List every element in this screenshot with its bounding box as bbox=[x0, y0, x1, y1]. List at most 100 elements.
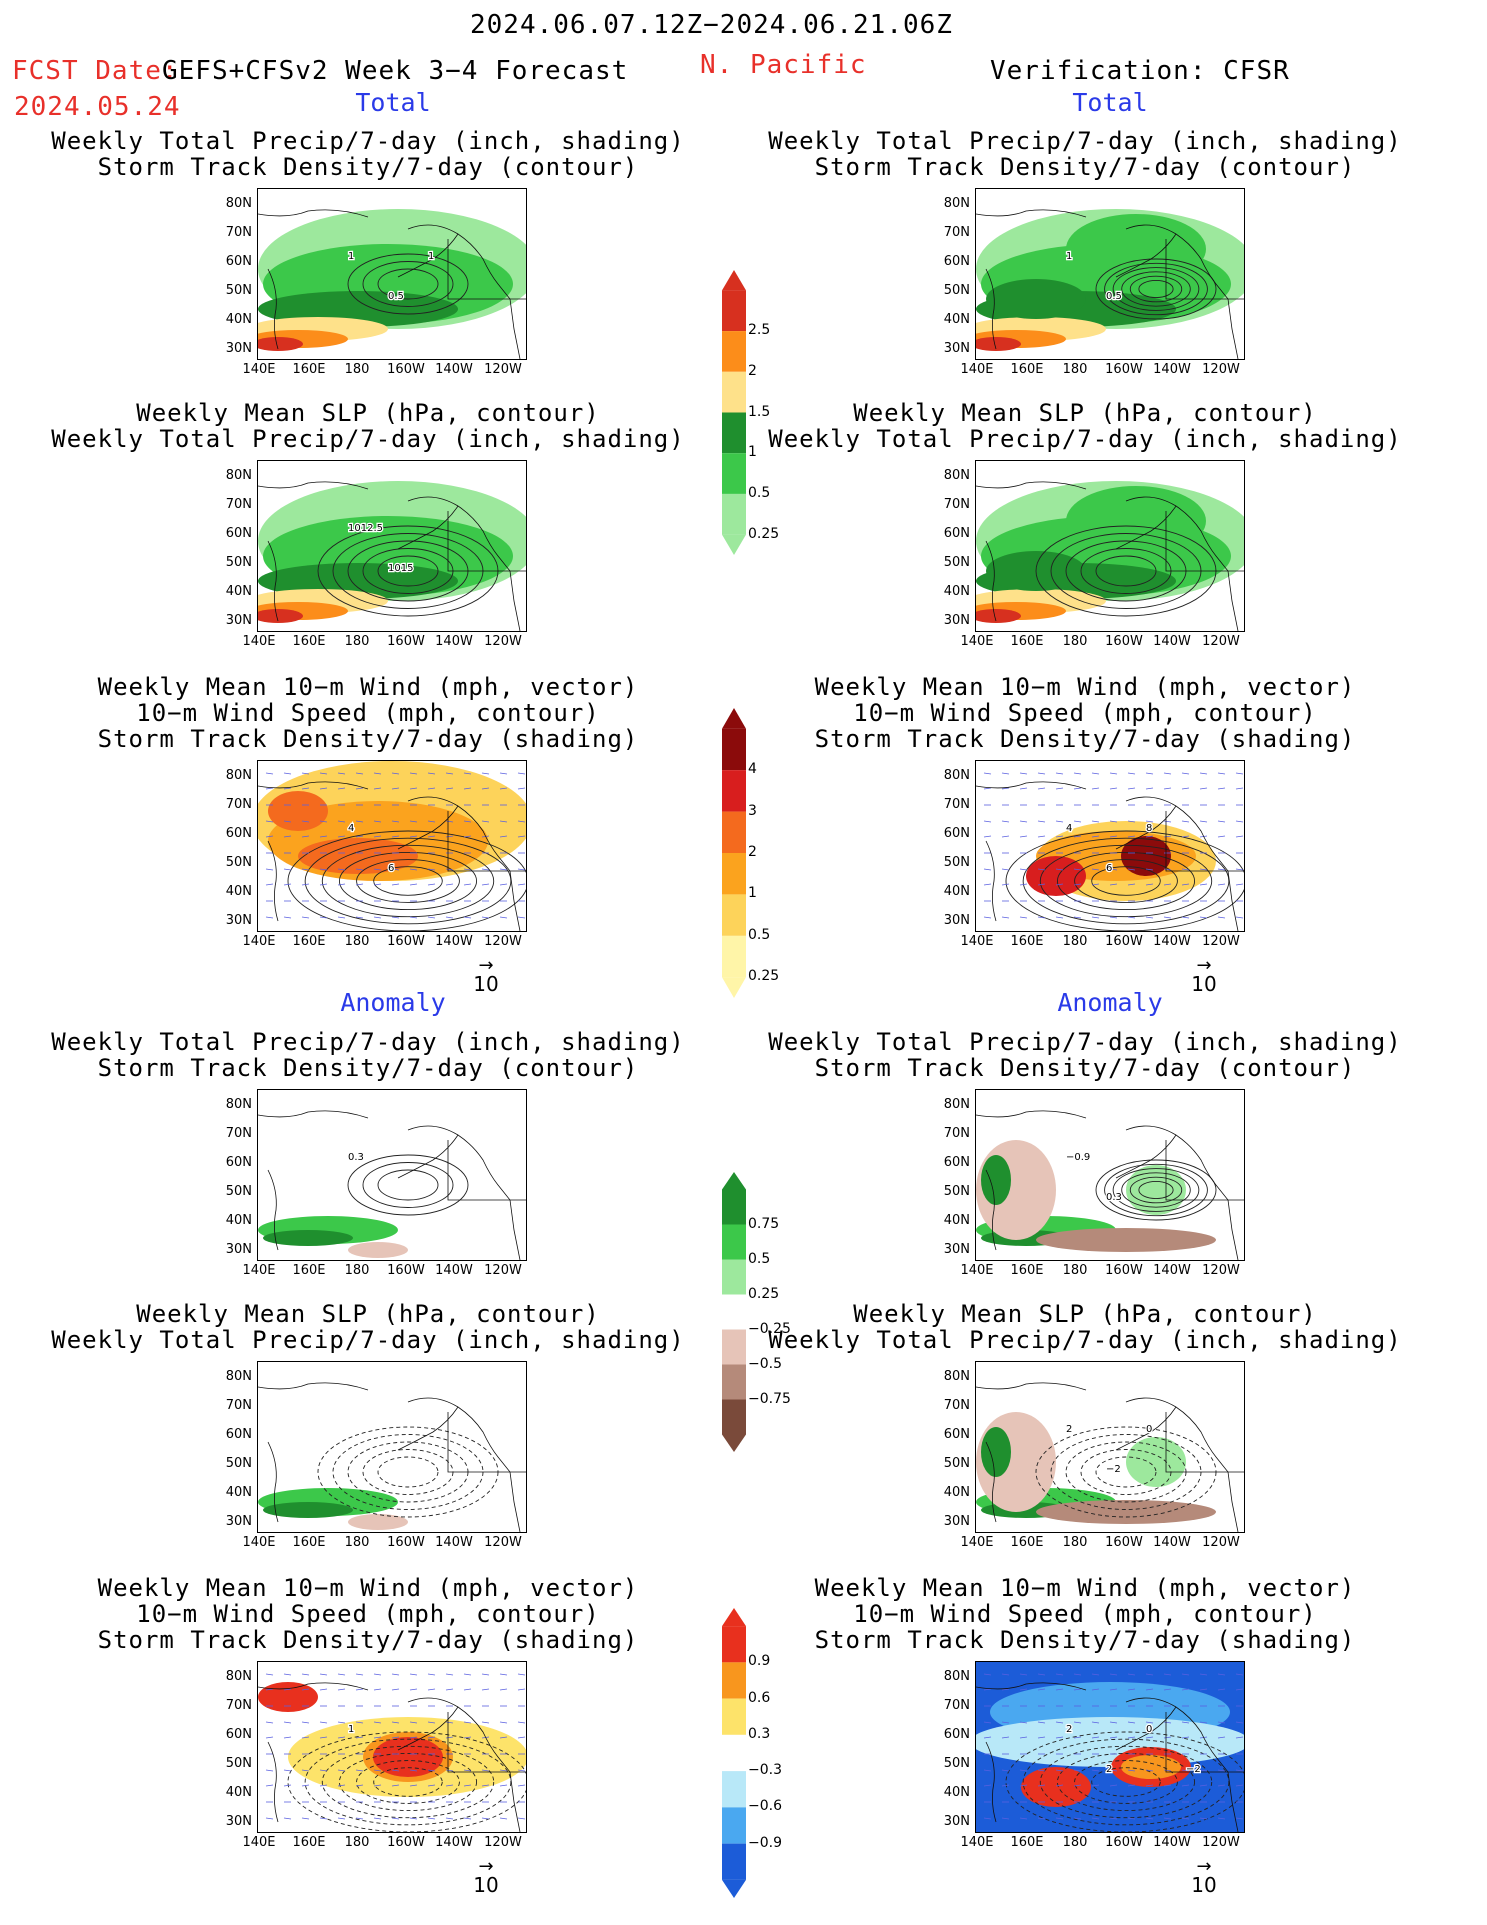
panel-title-line: Storm Track Density/7-day (shading) bbox=[814, 1626, 1356, 1654]
map-svg bbox=[976, 481, 1244, 631]
panel-title-line: Storm Track Density/7-day (contour) bbox=[814, 153, 1356, 181]
panel-title-line: Weekly Mean SLP (hPa, contour) bbox=[136, 399, 600, 427]
map-svg: 10.51 bbox=[258, 209, 526, 359]
colorbar-swatch bbox=[722, 1807, 746, 1844]
lat-tick-label: 40N bbox=[943, 584, 970, 599]
lon-tick-label: 140W bbox=[1153, 934, 1191, 949]
lat-tick-label: 30N bbox=[943, 613, 970, 628]
colorbar-swatch bbox=[722, 1224, 746, 1260]
lat-tick-label: 80N bbox=[225, 1369, 252, 1384]
colorbar-swatch bbox=[722, 1698, 746, 1735]
panel-title-line: Storm Track Density/7-day (shading) bbox=[97, 725, 639, 753]
colorbar-swatch bbox=[722, 290, 746, 332]
colorbar-swatch bbox=[722, 1294, 746, 1330]
map-panel: 0.3 bbox=[257, 1089, 527, 1261]
colorbar-swatch bbox=[722, 412, 746, 454]
lat-tick-label: 60N bbox=[943, 526, 970, 541]
lon-tick-label: 160E bbox=[292, 1535, 326, 1550]
lat-tick-label: 70N bbox=[225, 797, 252, 812]
section-total-right: Total bbox=[1072, 88, 1148, 117]
lon-tick-label: 160W bbox=[1105, 934, 1143, 949]
lon-tick-label: 140E bbox=[960, 934, 994, 949]
lat-tick-label: 80N bbox=[943, 468, 970, 483]
map-panel bbox=[257, 1361, 527, 1533]
colorbar-label: 0.9 bbox=[748, 1653, 771, 1670]
map-svg: 1012.5 1015 bbox=[258, 481, 526, 631]
lat-tick-label: 30N bbox=[943, 1514, 970, 1529]
colorbar-label: 0.3 bbox=[748, 1725, 771, 1742]
colorbar-swatch bbox=[722, 493, 746, 535]
lon-tick-label: 140W bbox=[435, 1835, 473, 1850]
map-svg: 0.3 bbox=[258, 1110, 526, 1260]
lat-tick-label: 30N bbox=[943, 913, 970, 928]
verification-label: Verification: CFSR bbox=[990, 56, 1290, 86]
colorbar-label: 0.5 bbox=[748, 1250, 771, 1267]
lat-tick-label: 50N bbox=[225, 283, 252, 298]
lon-tick-label: 160E bbox=[1010, 1835, 1044, 1850]
lat-tick-label: 40N bbox=[943, 884, 970, 899]
lon-tick-label: 140W bbox=[1153, 1263, 1191, 1278]
panel-title-line: Storm Track Density/7-day (contour) bbox=[814, 1054, 1356, 1082]
lat-tick-label: 80N bbox=[225, 1097, 252, 1112]
map-panel: 2 2 0 −2 bbox=[975, 1661, 1245, 1833]
colorbar-label: 2.5 bbox=[748, 322, 771, 339]
lon-tick-label: 180 bbox=[344, 634, 370, 649]
lat-tick-label: 30N bbox=[225, 613, 252, 628]
panel-title-line: Weekly Mean SLP (hPa, contour) bbox=[136, 1300, 600, 1328]
contour-label: 6 bbox=[1106, 863, 1112, 874]
lon-tick-label: 120W bbox=[1202, 1263, 1240, 1278]
lat-tick-label: 70N bbox=[943, 1126, 970, 1141]
lon-tick-label: 120W bbox=[484, 362, 522, 377]
colorbar bbox=[722, 270, 746, 555]
lon-tick-label: 140E bbox=[960, 362, 994, 377]
colorbar-label: 0.25 bbox=[748, 968, 780, 985]
lat-tick-label: 30N bbox=[225, 1514, 252, 1529]
panel-title-line: Weekly Mean 10−m Wind (mph, vector) bbox=[814, 673, 1356, 701]
lon-tick-label: 140E bbox=[960, 1535, 994, 1550]
colorbar-label: −0.75 bbox=[748, 1390, 791, 1407]
lon-tick-label: 160W bbox=[1105, 362, 1143, 377]
panel-title-line: Storm Track Density/7-day (contour) bbox=[97, 153, 639, 181]
map-panel: 4 6 8 bbox=[975, 760, 1245, 932]
colorbar-swatch bbox=[722, 811, 746, 853]
lon-tick-label: 140E bbox=[242, 1263, 276, 1278]
colorbar-label: −0.3 bbox=[748, 1762, 782, 1779]
colorbar-swatch bbox=[722, 1662, 746, 1699]
panel-title-line: Weekly Total Precip/7-day (inch, shading… bbox=[51, 425, 685, 453]
lon-tick-label: 160E bbox=[292, 634, 326, 649]
contour-label: 0 bbox=[1146, 1424, 1152, 1435]
panel-title-line: 10−m Wind Speed (mph, contour) bbox=[136, 699, 600, 727]
panel-title-line: 10−m Wind Speed (mph, contour) bbox=[853, 699, 1317, 727]
lon-tick-label: 140E bbox=[242, 362, 276, 377]
lon-tick-label: 140W bbox=[435, 362, 473, 377]
lon-tick-label: 160W bbox=[387, 1835, 425, 1850]
lat-tick-label: 80N bbox=[943, 1369, 970, 1384]
lat-tick-label: 30N bbox=[225, 913, 252, 928]
lat-tick-label: 50N bbox=[943, 555, 970, 570]
colorbar-label: 0.25 bbox=[748, 525, 780, 542]
lat-tick-label: 60N bbox=[943, 1155, 970, 1170]
lat-tick-label: 40N bbox=[225, 584, 252, 599]
lat-tick-label: 40N bbox=[943, 312, 970, 327]
lon-tick-label: 180 bbox=[344, 934, 370, 949]
colorbar-label: 0.5 bbox=[748, 484, 771, 501]
lat-tick-label: 60N bbox=[943, 826, 970, 841]
lat-tick-label: 30N bbox=[225, 1814, 252, 1829]
contour-label: 2 bbox=[1066, 1424, 1072, 1435]
lon-tick-label: 120W bbox=[1202, 1835, 1240, 1850]
lon-tick-label: 120W bbox=[1202, 934, 1240, 949]
lat-tick-label: 50N bbox=[225, 1184, 252, 1199]
panel-title-line: Weekly Mean 10−m Wind (mph, vector) bbox=[97, 673, 639, 701]
colorbar-label: 2 bbox=[748, 362, 757, 379]
lon-tick-label: 140W bbox=[1153, 1835, 1191, 1850]
map-svg: 1 bbox=[258, 1673, 526, 1832]
map-svg bbox=[258, 1382, 526, 1532]
lon-tick-label: 160W bbox=[1105, 1835, 1143, 1850]
lat-tick-label: 80N bbox=[943, 768, 970, 783]
colorbar-swatch bbox=[722, 728, 746, 771]
map-panel: −0.9 0.3 bbox=[975, 1089, 1245, 1261]
lat-tick-label: 50N bbox=[225, 555, 252, 570]
lon-tick-label: 180 bbox=[1062, 934, 1088, 949]
colorbar-label: 3 bbox=[748, 802, 757, 819]
lon-tick-label: 180 bbox=[1062, 634, 1088, 649]
